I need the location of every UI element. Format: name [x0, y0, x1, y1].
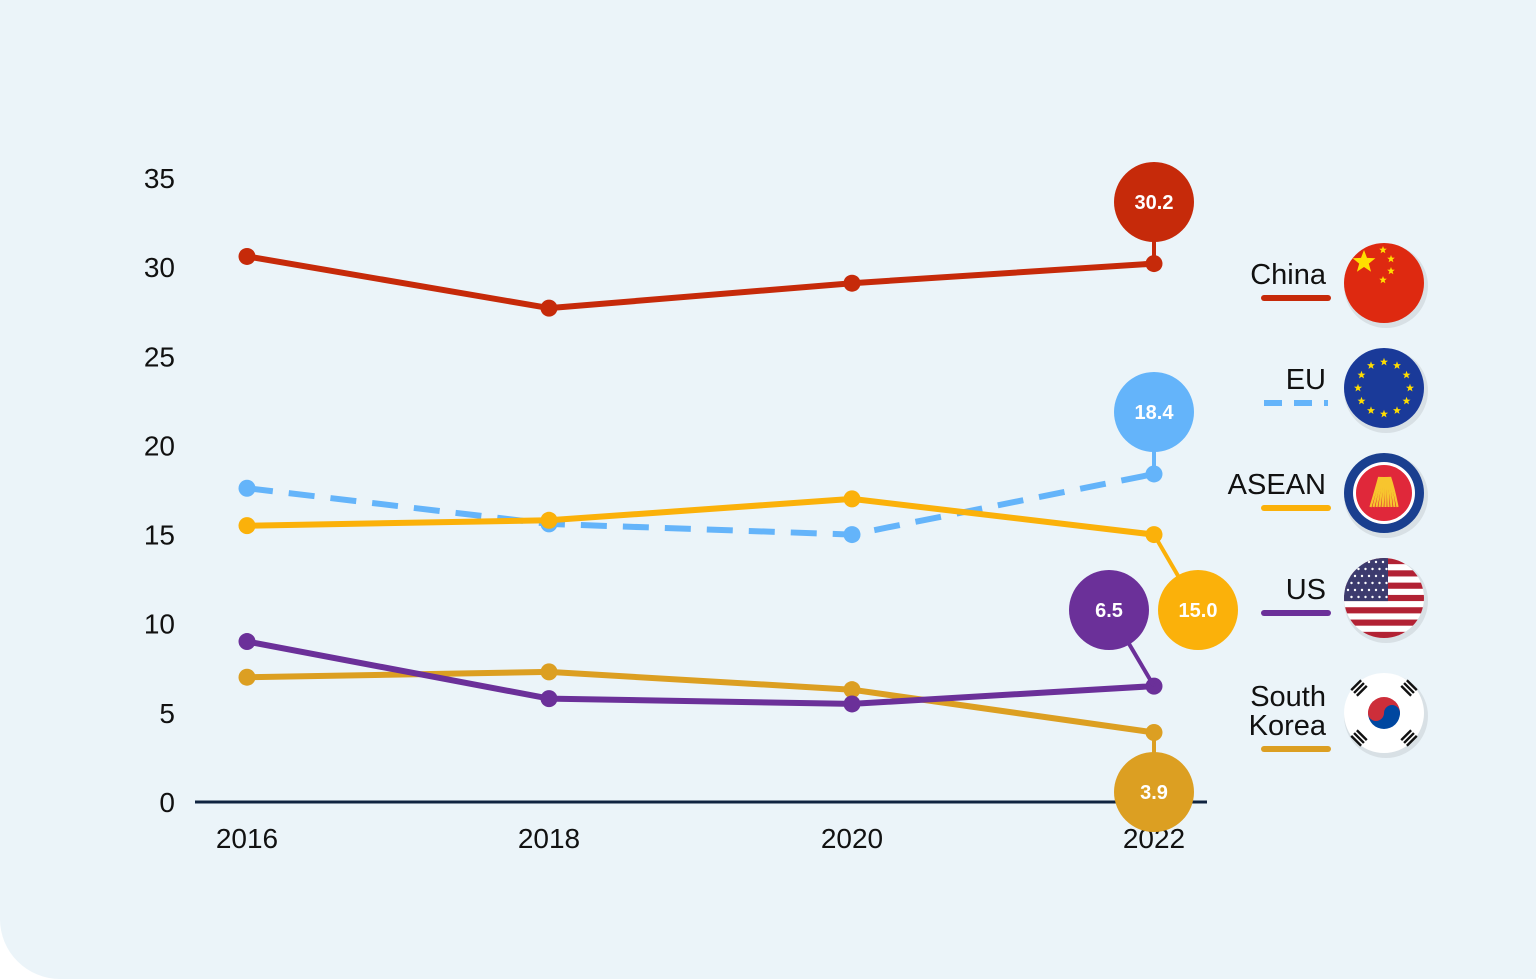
- y-axis: 0 5 10 15 20 25 30 35: [144, 163, 175, 818]
- legend-label: ASEAN: [1228, 469, 1326, 501]
- south-korea-flag-icon: [1344, 673, 1428, 758]
- data-point: [843, 490, 861, 508]
- series-line: [246, 495, 1155, 538]
- series-line: [246, 668, 1155, 736]
- end-value-label: 6.5: [1095, 600, 1123, 622]
- end-value-bubble: 18.4: [1114, 372, 1194, 474]
- y-tick-label: 25: [144, 341, 175, 372]
- data-point: [843, 526, 861, 544]
- legend-label: South: [1250, 681, 1326, 713]
- data-point: [238, 247, 256, 265]
- series-line: [246, 638, 1155, 707]
- data-point: [238, 479, 256, 497]
- legend-label: Korea: [1249, 710, 1327, 742]
- x-tick-label: 2016: [216, 823, 278, 854]
- data-point: [843, 695, 861, 713]
- legend-item: China: [1250, 243, 1428, 328]
- y-tick-label: 5: [159, 698, 175, 729]
- data-point: [540, 690, 558, 708]
- y-tick-label: 20: [144, 430, 175, 461]
- legend-label: EU: [1286, 364, 1326, 396]
- y-tick-label: 35: [144, 163, 175, 194]
- china-flag-icon: [1344, 243, 1428, 328]
- series-line: [246, 253, 1155, 312]
- data-point: [238, 517, 256, 535]
- legend-label: US: [1286, 574, 1326, 606]
- bubble-circle: [1114, 752, 1194, 832]
- eu-flag-icon: [1344, 348, 1428, 433]
- legend-item: EU: [1264, 348, 1428, 433]
- series-layer: [238, 247, 1163, 741]
- end-value-label: 15.0: [1179, 600, 1218, 622]
- bubble-circle: [1069, 570, 1149, 650]
- data-point: [540, 511, 558, 529]
- y-tick-label: 30: [144, 252, 175, 283]
- legend-item: ASEAN: [1228, 453, 1428, 538]
- end-labels: 30.2 18.4 15.0 6.5 3.9: [1069, 162, 1238, 832]
- end-value-bubble: 15.0: [1152, 533, 1238, 650]
- y-tick-label: 10: [144, 609, 175, 640]
- data-point: [540, 299, 558, 317]
- series-line: [246, 471, 1155, 538]
- legend-label: China: [1250, 259, 1327, 291]
- end-value-label: 3.9: [1140, 782, 1168, 804]
- data-point: [238, 633, 256, 651]
- end-value-label: 18.4: [1135, 402, 1175, 424]
- data-point: [540, 663, 558, 681]
- bubble-circle: [1114, 372, 1194, 452]
- data-point: [843, 274, 861, 292]
- y-tick-label: 0: [159, 787, 175, 818]
- bubble-circle: [1158, 570, 1238, 650]
- end-value-bubble: 6.5: [1069, 570, 1156, 688]
- asean-flag-icon: [1344, 453, 1428, 538]
- data-point: [238, 668, 256, 686]
- us-flag-icon: [1344, 558, 1428, 643]
- series-2: [238, 490, 1163, 544]
- x-axis: 2016 2018 2020 2022: [195, 800, 1207, 854]
- data-point: [843, 681, 861, 699]
- x-tick-label: 2020: [821, 823, 883, 854]
- legend-item: US: [1261, 558, 1428, 643]
- series-0: [238, 247, 1163, 317]
- series-1: [238, 465, 1163, 544]
- end-value-bubble: 3.9: [1114, 732, 1194, 832]
- bubble-circle: [1114, 162, 1194, 242]
- y-tick-label: 15: [144, 520, 175, 551]
- end-value-label: 30.2: [1135, 192, 1174, 214]
- end-value-bubble: 30.2: [1114, 162, 1194, 264]
- x-tick-label: 2018: [518, 823, 580, 854]
